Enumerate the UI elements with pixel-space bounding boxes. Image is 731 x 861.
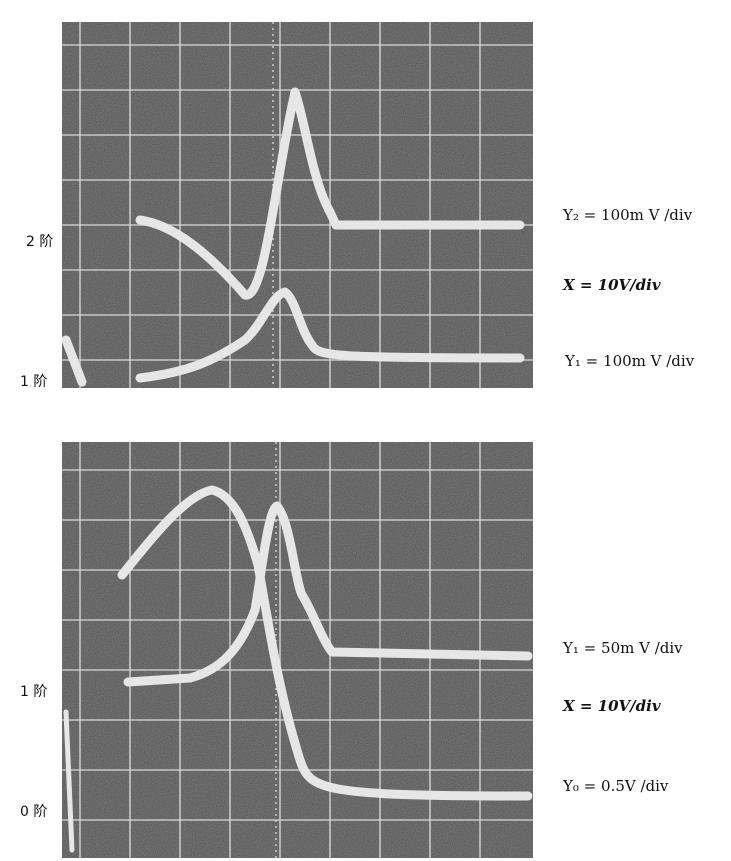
screen [62,22,533,388]
trace [117,485,533,801]
scale-label: X = 10V/div [562,697,661,715]
scope-panel-bottom [62,442,533,858]
scale-label: Y₀ = 0.5V /div [562,777,669,795]
scale-label: Y₁ = 50m V /div [562,639,683,657]
trace [63,709,75,853]
scale-label: Y₁ = 100m V /div [564,352,695,370]
trace [123,501,533,687]
scale-label: X = 10V/div [562,276,661,294]
order-label: 0 阶 [20,804,47,820]
order-label: 2 阶 [26,234,53,250]
scale-label: Y₂ = 100m V /div [562,206,693,224]
trace [61,287,525,387]
order-label: 1 阶 [20,374,47,390]
order-label: 1 阶 [20,684,47,700]
scope-panel-top [61,22,533,388]
trace [135,87,525,300]
